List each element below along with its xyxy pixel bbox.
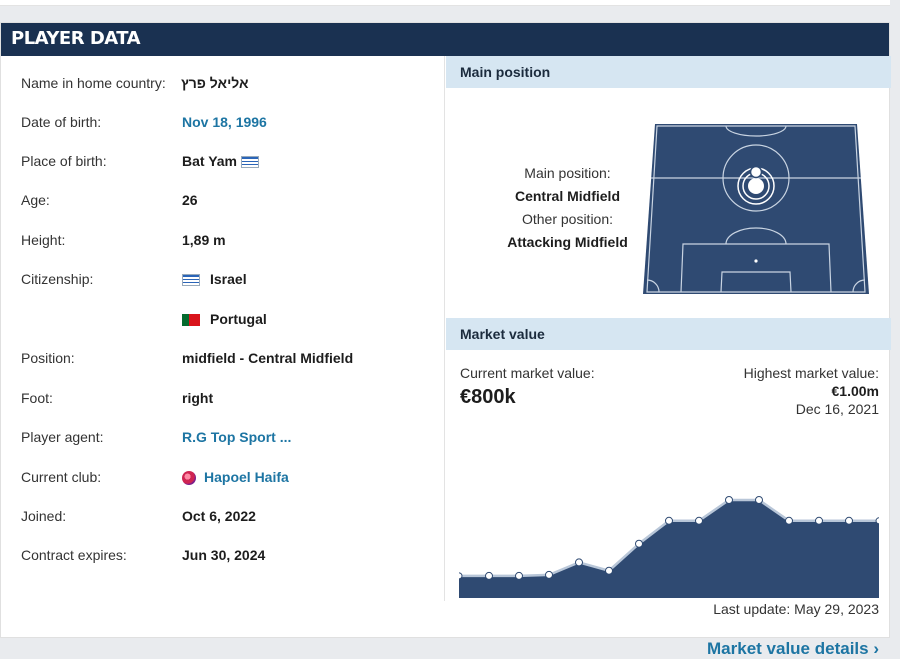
market-value-area	[459, 500, 879, 598]
info-row-position: Position: midfield - Central Midfield	[21, 350, 441, 370]
age-value: 26	[182, 192, 198, 208]
main-position-value: Central Midfield	[514, 188, 620, 204]
age-label: Age:	[21, 192, 50, 208]
market-value-point[interactable]	[605, 566, 613, 575]
name-label: Name in home country:	[21, 75, 166, 91]
market-value-header: Market value	[446, 318, 891, 350]
joined-value: Oct 6, 2022	[182, 508, 256, 524]
main-position-label: Main position:	[524, 165, 611, 181]
pob-value: Bat Yam	[182, 153, 237, 169]
right-column: Main position Main position: Central Mid…	[446, 56, 891, 658]
market-value-point[interactable]	[459, 572, 463, 580]
position-value: midfield - Central Midfield	[182, 350, 354, 366]
info-row-height: Height: 1,89 m	[21, 232, 441, 252]
info-row-club: Current club: Hapoel Haifa	[21, 469, 441, 489]
market-value-details-link[interactable]: Market value details ›	[707, 639, 879, 659]
info-row-pob: Place of birth: Bat Yam	[21, 153, 441, 173]
market-value-point[interactable]	[725, 496, 733, 504]
info-row-citizenship: Citizenship: Israel	[21, 271, 441, 291]
info-row-dob: Date of birth: Nov 18, 1996	[21, 114, 441, 134]
details-link-text: Market value details	[707, 639, 869, 658]
citizenship-portugal: Portugal	[182, 311, 267, 327]
info-row-joined: Joined: Oct 6, 2022	[21, 508, 441, 528]
info-row-foot: Foot: right	[21, 390, 441, 410]
pob-label: Place of birth:	[21, 153, 107, 169]
info-row-name: Name in home country: אליאל פרץ	[21, 75, 441, 95]
other-position-label: Other position:	[521, 211, 614, 227]
pitch-shape	[643, 124, 869, 294]
dob-link[interactable]: Nov 18, 1996	[182, 114, 267, 130]
foot-label: Foot:	[21, 390, 53, 406]
hapoel-haifa-logo-icon	[182, 471, 196, 486]
israel-flag-icon	[182, 274, 200, 287]
citizenship-portugal-text: Portugal	[210, 311, 267, 327]
top-strip	[0, 0, 890, 6]
height-label: Height:	[21, 232, 66, 248]
market-value-point[interactable]	[845, 516, 853, 525]
contract-value: Jun 30, 2024	[182, 547, 266, 563]
chevron-right-icon: ›	[873, 639, 879, 658]
pitch-diagram	[643, 124, 869, 294]
club-name: Hapoel Haifa	[204, 469, 289, 485]
position-label: Position:	[21, 350, 75, 366]
card-title: PLAYER DATA	[1, 23, 889, 56]
foot-value: right	[182, 390, 214, 406]
citizenship-israel: Israel	[182, 271, 247, 287]
club-link[interactable]: Hapoel Haifa	[182, 469, 289, 486]
current-mv-value: €800k	[460, 386, 516, 408]
contract-label: Contract expires:	[21, 547, 127, 563]
market-value-chart[interactable]	[459, 436, 879, 598]
market-value-point[interactable]	[575, 558, 583, 567]
info-row-contract: Contract expires: Jun 30, 2024	[21, 547, 441, 567]
market-value-point[interactable]	[545, 570, 553, 579]
position-description: Main position: Central Midfield Other po…	[470, 162, 665, 254]
joined-label: Joined:	[21, 508, 67, 524]
market-value-point[interactable]	[755, 496, 763, 504]
agent-link[interactable]: R.G Top Sport ...	[182, 429, 292, 445]
other-position-marker	[749, 165, 763, 179]
market-value-point[interactable]	[815, 516, 823, 525]
market-value-point[interactable]	[785, 516, 793, 525]
dob-label: Date of birth:	[21, 114, 102, 130]
club-label: Current club:	[21, 469, 102, 485]
highest-mv-label: Highest market value:	[743, 365, 879, 381]
citizenship-label: Citizenship:	[21, 271, 94, 287]
portugal-flag-icon	[182, 314, 200, 327]
pob-value-wrap: Bat Yam	[182, 153, 259, 169]
israel-flag-icon	[241, 156, 259, 169]
citizenship-israel-text: Israel	[210, 271, 247, 287]
main-position-header: Main position	[446, 56, 891, 88]
market-value-points	[459, 496, 879, 580]
info-row-agent: Player agent: R.G Top Sport ...	[21, 429, 441, 449]
height-value: 1,89 m	[182, 232, 226, 248]
last-update: Last update: May 29, 2023	[713, 601, 879, 617]
player-info-list: Name in home country: אליאל פרץ Date of …	[1, 56, 445, 601]
player-data-card: PLAYER DATA Name in home country: אליאל …	[0, 22, 891, 658]
current-mv-label: Current market value:	[460, 365, 595, 381]
highest-mv-value: €1.00m	[831, 383, 879, 399]
market-value-point[interactable]	[515, 571, 523, 580]
penalty-spot	[754, 259, 758, 263]
market-value-point[interactable]	[635, 539, 643, 548]
info-row-citizenship-2: Portugal	[21, 311, 441, 331]
other-position-value: Attacking Midfield	[507, 234, 628, 250]
market-value-point[interactable]	[665, 516, 673, 525]
market-value-point[interactable]	[875, 517, 879, 525]
name-value: אליאל פרץ	[181, 75, 249, 91]
agent-label: Player agent:	[21, 429, 104, 445]
info-row-age: Age: 26	[21, 192, 441, 212]
market-value-point[interactable]	[485, 571, 493, 580]
highest-mv-date: Dec 16, 2021	[795, 401, 879, 417]
market-value-point[interactable]	[695, 516, 703, 525]
